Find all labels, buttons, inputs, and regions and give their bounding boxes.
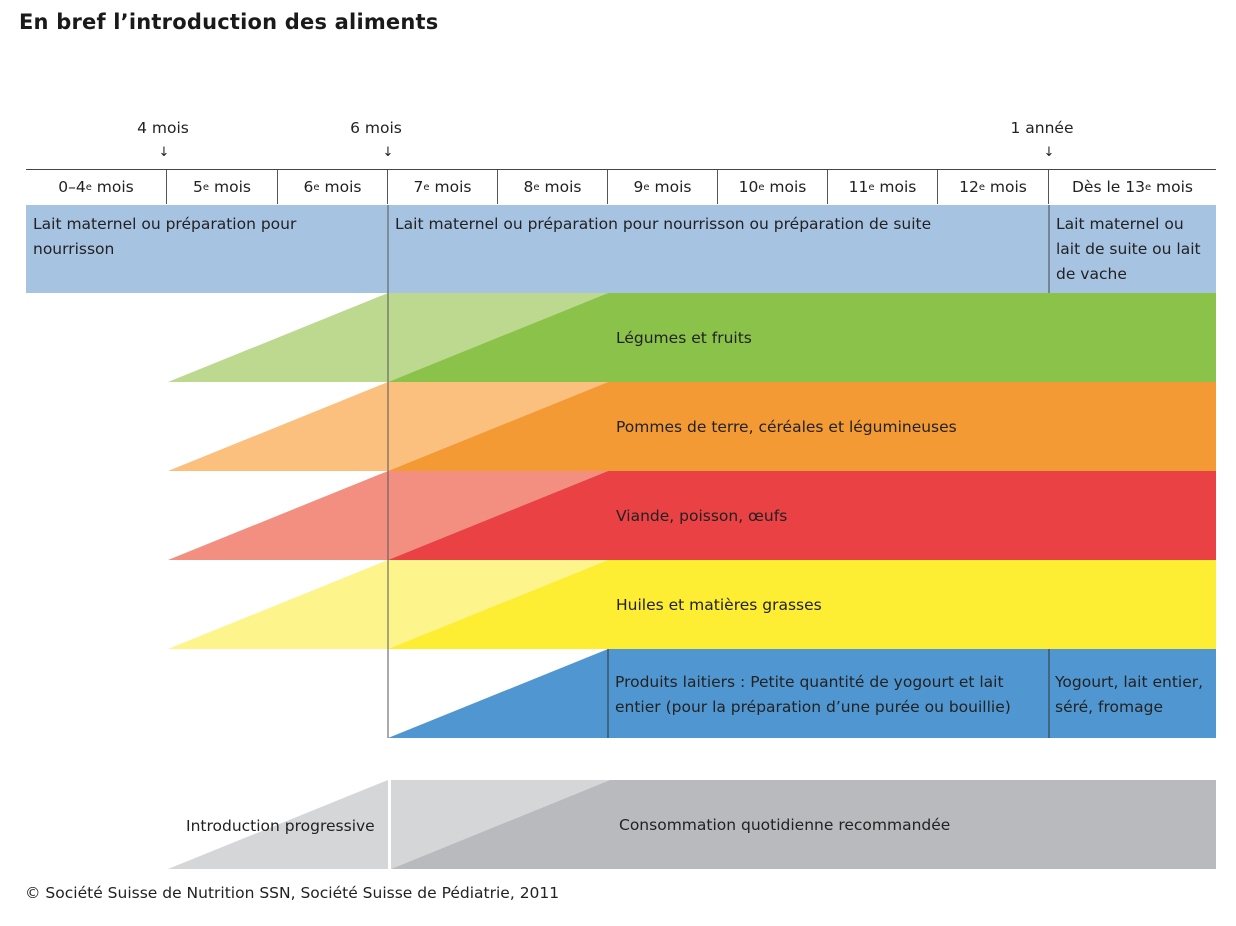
timeline-top-rule	[26, 169, 1216, 170]
label-legumes-fruits: Légumes et fruits	[616, 329, 752, 347]
label-dairy-late: Yogourt, lait entier, séré, fromage	[1055, 673, 1204, 716]
band-produits-laitiers	[388, 649, 1216, 738]
label-huiles: Huiles et matières grasses	[616, 596, 822, 614]
label-pommes-de-terre: Pommes de terre, céréales et légumineuse…	[616, 418, 957, 436]
milk-band	[26, 205, 1216, 293]
month-cell-0-4: 0–4 e mois	[26, 170, 167, 204]
month-cell-13: Dès le 13 e mois	[1071, 178, 1194, 196]
arrow-down-icon: ↓	[158, 145, 170, 160]
milk-middle-label: Lait maternel ou préparation pour nourri…	[395, 215, 932, 233]
month-cell-10: 10 e mois	[718, 170, 828, 204]
milk-late-label: Lait maternel ou lait de suite ou lait d…	[1056, 215, 1201, 283]
copyright-footer: © Société Suisse de Nutrition SSN, Socié…	[25, 884, 560, 902]
label-viande-poisson: Viande, poisson, œufs	[616, 507, 788, 525]
month-cell-12: 12 e mois	[938, 170, 1049, 204]
marker-4-mois: 4 mois	[137, 119, 189, 137]
marker-6-mois: 6 mois	[350, 119, 402, 137]
milk-early-label: Lait maternel ou préparation pour nourri…	[33, 215, 297, 258]
arrow-down-icon: ↓	[1043, 145, 1055, 160]
marker-1-annee: 1 année	[1010, 119, 1074, 137]
page-title: En bref l’introduction des aliments	[19, 10, 439, 34]
label-produits-laitiers: Produits laitiers : Petite quantité de y…	[615, 673, 1011, 716]
legend-shapes	[168, 780, 1216, 869]
legend-introduction-progressive: Introduction progressive	[186, 817, 375, 835]
month-cell-11: 11 e mois	[828, 170, 938, 204]
legend-consommation-quotidienne: Consommation quotidienne recommandée	[619, 816, 951, 834]
arrow-down-icon: ↓	[382, 145, 394, 160]
